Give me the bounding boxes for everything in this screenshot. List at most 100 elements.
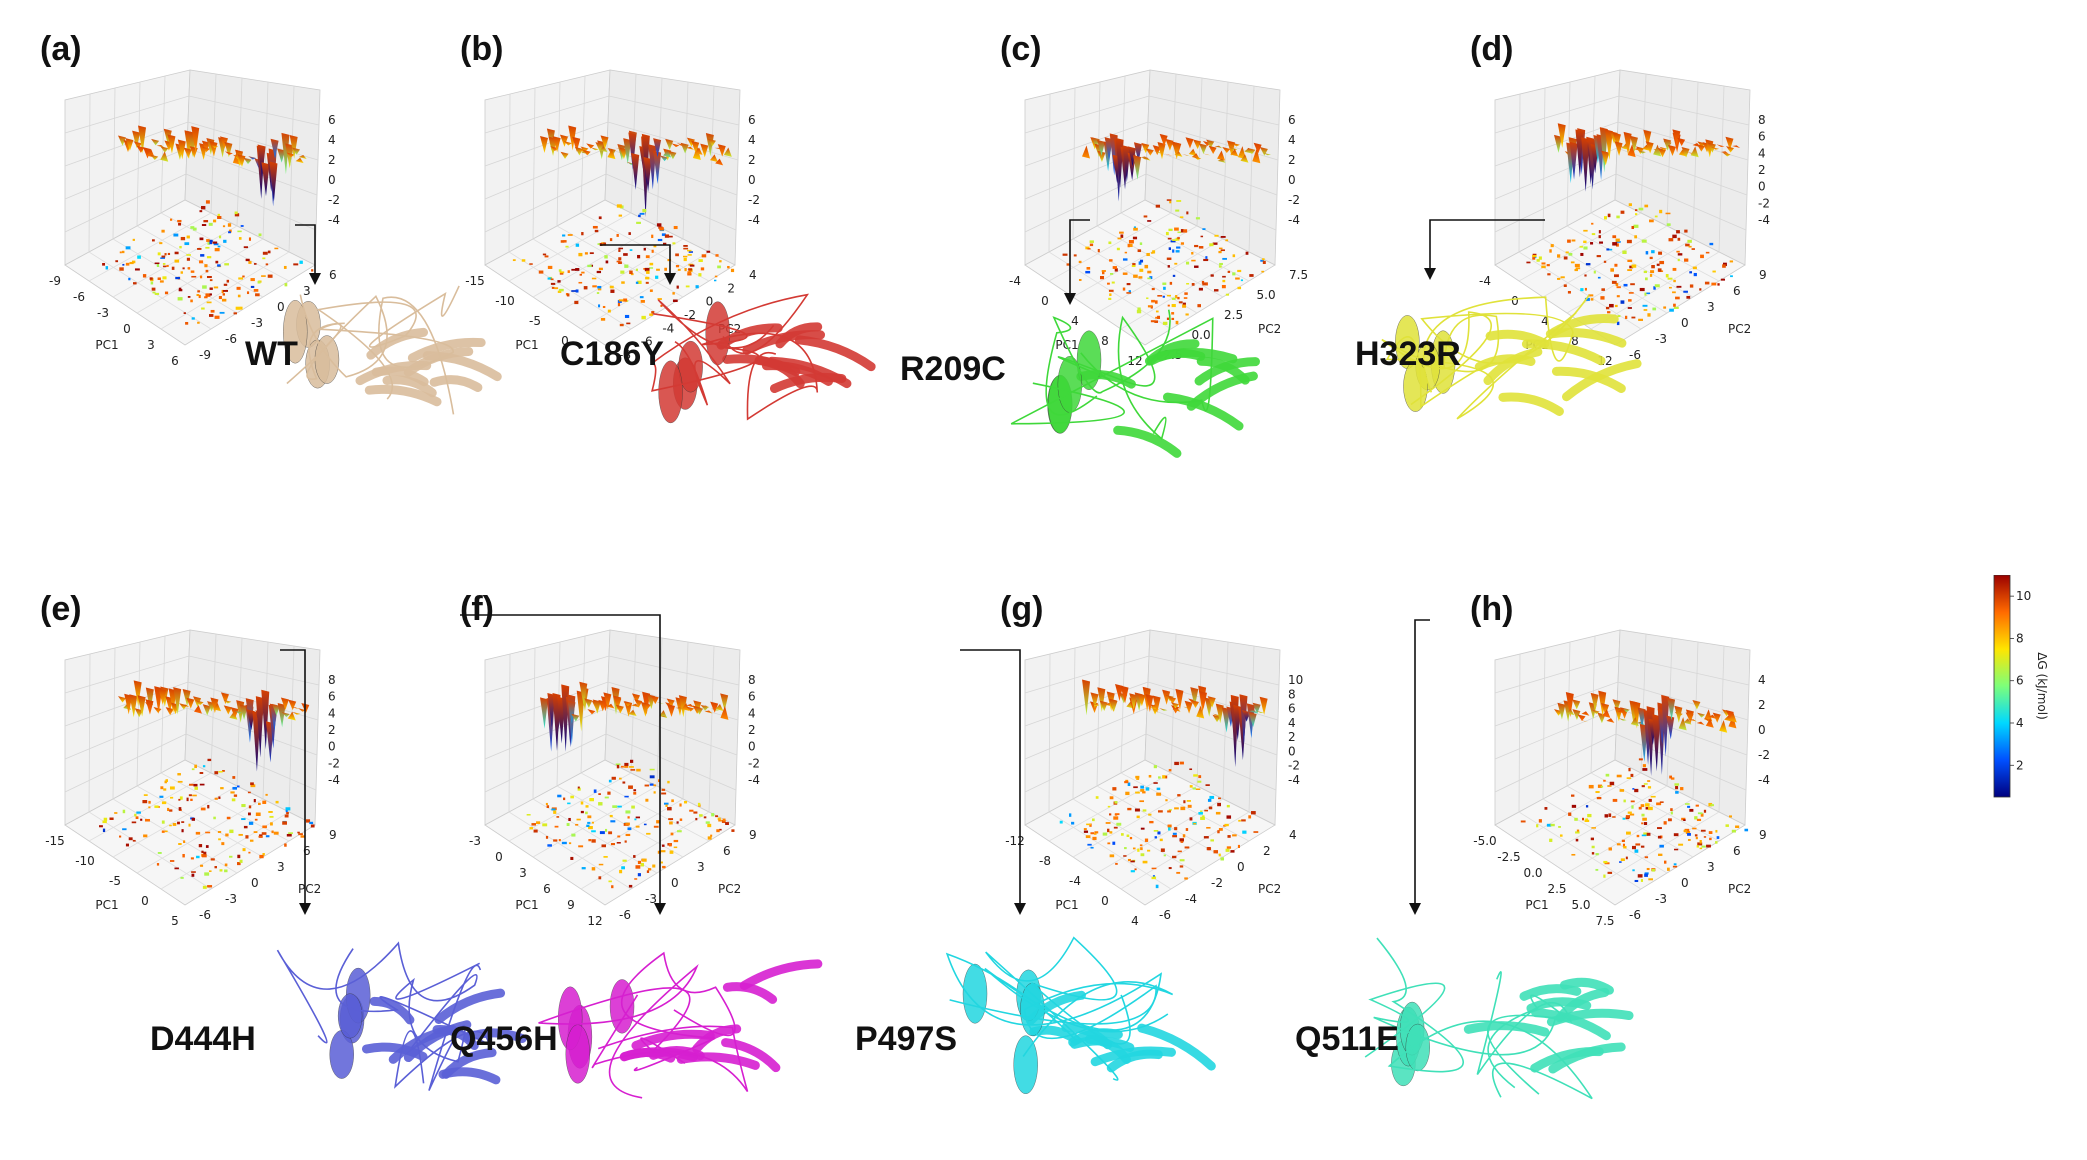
projection-point bbox=[1642, 817, 1647, 821]
projection-point bbox=[594, 229, 599, 233]
projection-point bbox=[207, 804, 210, 809]
projection-point bbox=[597, 285, 602, 289]
projection-point bbox=[215, 260, 219, 264]
gridline bbox=[556, 238, 684, 314]
projection-point bbox=[200, 864, 204, 867]
projection-point bbox=[191, 275, 197, 278]
projection-point bbox=[603, 856, 608, 858]
projection-point bbox=[1596, 796, 1602, 800]
projection-point bbox=[1640, 879, 1644, 882]
projection-point bbox=[1163, 775, 1168, 779]
projection-point bbox=[204, 872, 210, 876]
projection-point bbox=[1640, 804, 1645, 808]
projection-point bbox=[1695, 836, 1698, 840]
projection-point bbox=[1172, 835, 1178, 838]
projection-point bbox=[1674, 783, 1680, 786]
projection-point bbox=[697, 802, 701, 806]
projection-point bbox=[673, 225, 678, 230]
x-tick-label: 6 bbox=[543, 882, 551, 896]
projection-point bbox=[1580, 252, 1584, 256]
projection-point bbox=[1563, 284, 1567, 287]
projection-point bbox=[1198, 812, 1203, 815]
projection-point bbox=[268, 810, 273, 813]
projection-point bbox=[685, 285, 690, 288]
gridline bbox=[1096, 785, 1224, 858]
projection-point bbox=[1670, 777, 1675, 780]
projection-point bbox=[1644, 856, 1649, 859]
projection-point bbox=[214, 771, 219, 775]
projection-point bbox=[1706, 844, 1711, 848]
projection-point bbox=[1154, 836, 1157, 839]
y-tick-label: 6 bbox=[1733, 284, 1741, 298]
x-tick-label: -2.5 bbox=[1497, 850, 1520, 864]
surface-spike bbox=[145, 687, 154, 712]
projection-point bbox=[1596, 255, 1601, 258]
surface-spike bbox=[1565, 691, 1574, 718]
surface-spike bbox=[1716, 144, 1725, 148]
projection-point bbox=[1180, 229, 1184, 233]
projection-point bbox=[1099, 275, 1105, 280]
projection-point bbox=[1685, 243, 1690, 247]
surface-spike bbox=[623, 138, 632, 165]
x-tick-label: -3 bbox=[469, 834, 481, 848]
gridline bbox=[508, 772, 632, 842]
projection-point bbox=[1114, 813, 1120, 816]
projection-point bbox=[1184, 292, 1188, 295]
projection-point bbox=[1133, 227, 1138, 231]
projection-point bbox=[231, 798, 236, 802]
projection-point bbox=[169, 860, 175, 862]
projection-point bbox=[1649, 256, 1653, 260]
x-tick-label: -5.0 bbox=[1473, 834, 1496, 848]
projection-point bbox=[625, 822, 630, 826]
projection-point bbox=[1616, 843, 1621, 846]
panel-label: (f) bbox=[460, 590, 494, 628]
projection-point bbox=[148, 800, 151, 804]
projection-point bbox=[698, 273, 702, 277]
projection-point bbox=[1091, 818, 1095, 822]
gridline bbox=[1718, 85, 1725, 253]
z-tick-label: 4 bbox=[1758, 673, 1766, 687]
surface-spike bbox=[1190, 687, 1199, 707]
projection-point bbox=[621, 281, 625, 284]
beta-strand bbox=[369, 996, 415, 1025]
surface-spike bbox=[568, 125, 577, 151]
axes-box bbox=[1024, 69, 1281, 346]
colorbar-tick-label: 8 bbox=[2016, 631, 2024, 645]
z-tick-label: 0 bbox=[748, 173, 756, 187]
projection-point bbox=[1599, 241, 1604, 244]
surface-spike bbox=[631, 693, 640, 704]
projection-point bbox=[570, 795, 574, 799]
projection-point bbox=[565, 245, 569, 248]
projection-point bbox=[163, 788, 167, 791]
free-energy-surface bbox=[118, 680, 310, 772]
beta-strand bbox=[775, 322, 823, 349]
projection-point bbox=[662, 242, 667, 246]
alpha-helix bbox=[283, 300, 308, 364]
projection-point bbox=[206, 301, 212, 304]
projection-point bbox=[1224, 823, 1229, 827]
projection-point bbox=[235, 306, 241, 310]
surface-spike bbox=[125, 138, 134, 151]
z-tick-label: -4 bbox=[328, 773, 340, 787]
projection-point bbox=[1175, 320, 1179, 325]
projection-point bbox=[562, 234, 566, 237]
projection-point bbox=[255, 293, 260, 297]
z-tick-label: -4 bbox=[1288, 213, 1300, 227]
projection-point bbox=[190, 226, 195, 229]
projection-point bbox=[196, 293, 200, 297]
mutant-label: WT bbox=[245, 335, 298, 373]
y-tick-label: 3 bbox=[303, 284, 311, 298]
projection-point bbox=[1614, 304, 1618, 308]
projection-point bbox=[1172, 239, 1177, 241]
projection-point bbox=[1646, 867, 1650, 871]
projection-point bbox=[1130, 870, 1135, 873]
z-tick-label: 0 bbox=[1758, 723, 1766, 737]
z-tick-label: 4 bbox=[1758, 146, 1766, 160]
projection-point bbox=[1657, 835, 1662, 839]
floor-projection bbox=[526, 759, 735, 889]
surface-spike bbox=[181, 704, 190, 708]
projection-point bbox=[1207, 846, 1211, 851]
projection-point bbox=[1218, 797, 1221, 800]
projection-point bbox=[1689, 271, 1693, 274]
x-tick-label: 8 bbox=[1571, 334, 1579, 348]
